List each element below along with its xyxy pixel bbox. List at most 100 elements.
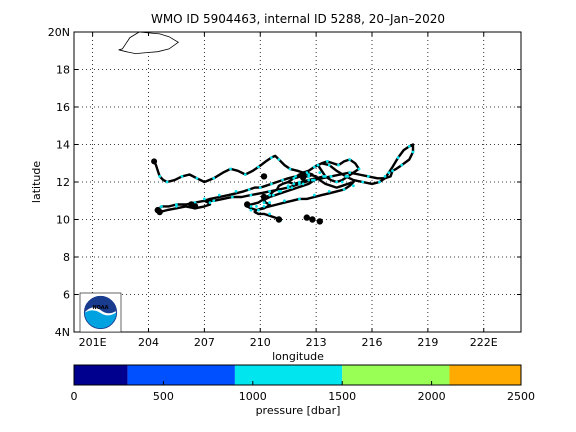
colorbar-segment: [449, 365, 521, 385]
x-axis-ticks: 201E 204 207 210 213 216 219 222E: [79, 32, 498, 349]
x-tick-label: 201E: [79, 336, 107, 349]
y-tick-label: 4N: [55, 326, 70, 339]
profile-marker: [312, 165, 316, 169]
profile-marker: [318, 171, 322, 175]
profile-marker: [234, 190, 238, 193]
dense-profile-cluster: [260, 173, 268, 180]
profile-marker: [212, 199, 216, 203]
svg-text:NOAA: NOAA: [92, 305, 108, 311]
colorbar-tick-label: 1500: [328, 390, 356, 403]
profile-marker: [283, 199, 286, 203]
profile-marker: [277, 158, 281, 161]
noaa-logo: NOAA: [79, 292, 122, 333]
y-tick-label: 18: [56, 64, 70, 77]
dense-profile-cluster: [156, 208, 163, 216]
profile-marker: [270, 156, 273, 160]
profile-marker: [391, 169, 394, 173]
profile-marker: [344, 175, 348, 178]
profile-marker: [378, 180, 381, 184]
x-tick-label: 210: [250, 336, 271, 349]
profile-marker: [268, 190, 271, 193]
profile-marker: [195, 176, 199, 180]
profile-marker: [325, 160, 329, 163]
dense-profile-cluster: [275, 216, 283, 223]
profile-marker: [383, 175, 387, 178]
x-tick-label: 204: [138, 336, 159, 349]
profile-marker: [268, 201, 271, 205]
profile-marker: [335, 180, 338, 184]
x-tick-label: 222E: [470, 336, 498, 349]
profile-marker: [411, 150, 415, 154]
profile-marker: [249, 208, 253, 212]
profile-marker: [270, 182, 273, 186]
profile-marker: [230, 195, 234, 199]
trajectory-layer: [152, 143, 415, 222]
colorbar-tick-label: 0: [71, 390, 78, 403]
colorbar-tick-label: 1000: [239, 390, 267, 403]
profile-marker: [301, 182, 305, 186]
profile-marker: [327, 163, 331, 167]
dense-profile-cluster: [299, 174, 307, 181]
profile-marker: [288, 167, 292, 171]
colorbar-segment: [234, 365, 343, 385]
profile-marker: [277, 190, 281, 193]
profile-marker: [212, 176, 216, 180]
profile-marker: [281, 178, 284, 182]
profile-marker: [307, 173, 311, 176]
profile-marker: [312, 178, 316, 182]
profile-marker: [258, 186, 262, 190]
profile-marker: [337, 163, 340, 167]
colorbar-ticks: 0 500 1000 1500 2000 2500: [71, 381, 535, 403]
colorbar-label: pressure [dbar]: [256, 404, 341, 417]
y-tick-label: 10: [56, 214, 70, 227]
profile-marker: [286, 184, 290, 188]
profile-marker: [294, 175, 297, 178]
profile-marker: [298, 180, 301, 184]
profile-marker: [329, 175, 333, 178]
y-tick-label: 12: [56, 176, 70, 189]
profile-marker: [400, 163, 404, 167]
profile-marker: [387, 171, 391, 175]
profile-marker: [292, 182, 296, 186]
profile-marker: [316, 163, 320, 167]
profile-marker: [262, 205, 266, 208]
dense-profile-cluster: [191, 203, 199, 210]
plot-area: 201E 204 207 210 213 216 219 222E 4N 6 8 10 12 14 16 1…: [48, 26, 522, 349]
colorbar-segment: [74, 365, 128, 385]
pressure-colorbar: 0 500 1000 1500 2000 2500: [71, 364, 535, 403]
profile-marker: [322, 175, 325, 178]
profile-marker: [229, 167, 232, 171]
profile-marker: [348, 171, 352, 175]
y-tick-label: 16: [56, 101, 70, 114]
colorbar-tick-label: 2500: [507, 390, 535, 403]
profile-marker: [361, 180, 365, 184]
colorbar-segment: [127, 365, 235, 385]
profile-marker: [357, 167, 361, 171]
profile-marker: [305, 171, 309, 175]
y-axis-ticks: 4N 6 8 10 12 14 16 18 20N: [48, 26, 521, 339]
profile-marker: [158, 175, 162, 178]
float-trajectory: [152, 143, 415, 222]
dense-profile-cluster: [309, 216, 316, 223]
x-tick-label: 207: [194, 336, 215, 349]
profile-marker: [257, 165, 260, 169]
profile-marker: [327, 190, 331, 193]
profile-marker: [249, 205, 253, 208]
profile-marker: [268, 193, 271, 197]
profile-marker: [268, 212, 271, 216]
profile-marker: [352, 184, 355, 188]
y-tick-label: 20N: [48, 26, 70, 39]
profile-marker-layer: [151, 145, 415, 225]
profile-marker: [175, 205, 178, 208]
dense-profile-cluster: [260, 193, 268, 201]
profile-marker: [247, 188, 251, 191]
colorbar-segment: [342, 365, 450, 385]
profile-marker: [217, 193, 221, 197]
trajectory-start-point: [151, 158, 158, 165]
y-tick-label: 8: [63, 251, 70, 264]
profile-marker: [298, 197, 301, 201]
profile-marker: [180, 175, 184, 178]
profile-marker: [340, 180, 344, 184]
profile-marker: [307, 178, 311, 182]
